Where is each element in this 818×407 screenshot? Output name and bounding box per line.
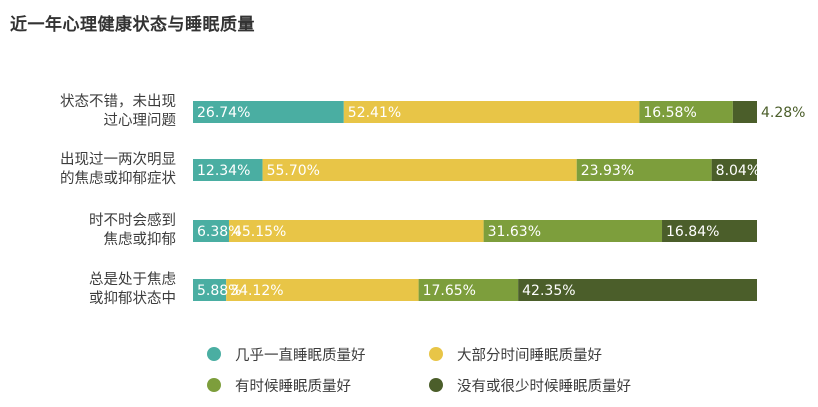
value-label: 26.74% <box>197 105 250 121</box>
bar-segment <box>639 101 733 123</box>
category-label-line: 出现过一两次明显 <box>60 152 176 168</box>
value-label: 16.58% <box>643 105 696 121</box>
value-label: 23.93% <box>581 163 634 179</box>
category-label-line: 或抑郁状态中 <box>89 291 176 307</box>
category-label-line: 过心理问题 <box>103 113 177 129</box>
bar-segment <box>228 220 484 242</box>
legend-label: 有时候睡眠质量好 <box>235 378 351 395</box>
bar-segment <box>262 159 577 181</box>
category-label-line: 焦虑或抑郁 <box>103 232 177 248</box>
legend-swatch <box>429 347 443 361</box>
value-label: 8.04% <box>716 163 760 179</box>
category-label-line: 状态不错，未出现 <box>60 94 176 110</box>
value-label: 31.63% <box>488 224 541 240</box>
legend-label: 没有或很少时候睡眠质量好 <box>457 378 631 395</box>
bar-segment <box>343 101 640 123</box>
bar-segment <box>483 220 663 242</box>
value-label: 4.28% <box>761 105 805 121</box>
bar-segment <box>226 279 419 301</box>
legend-item: 有时候睡眠质量好 <box>207 374 351 396</box>
value-label: 6.38% <box>197 224 241 240</box>
value-label: 52.41% <box>348 105 401 121</box>
bar-segment <box>732 101 757 123</box>
bar-segment <box>711 159 757 181</box>
category-label: 总是处于焦虑 或抑郁状态中 <box>4 271 176 309</box>
value-label: 12.34% <box>197 163 250 179</box>
category-label: 状态不错，未出现过心理问题 <box>4 93 176 131</box>
legend-swatch <box>207 378 221 392</box>
bar-segment <box>193 159 263 181</box>
category-label-line: 总是处于焦虑 <box>89 272 176 288</box>
bar-segment <box>193 279 227 301</box>
category-label: 时不时会感到焦虑或抑郁 <box>4 212 176 250</box>
value-label: 5.88% <box>197 283 241 299</box>
bar-segment <box>662 220 757 242</box>
category-label: 出现过一两次明显 的焦虑或抑郁症状 <box>4 151 176 189</box>
value-label: 17.65% <box>423 283 476 299</box>
legend-item: 没有或很少时候睡眠质量好 <box>429 374 631 396</box>
legend-swatch <box>207 347 221 361</box>
bar-segment <box>418 279 519 301</box>
value-label: 42.35% <box>522 283 575 299</box>
category-label-line: 的焦虑或抑郁症状 <box>60 171 176 187</box>
legend-label: 大部分时间睡眠质量好 <box>457 347 602 364</box>
legend-item: 几乎一直睡眠质量好 <box>207 343 366 365</box>
bar-segment <box>193 220 229 242</box>
legend-item: 大部分时间睡眠质量好 <box>429 343 602 365</box>
bar-segment <box>193 101 344 123</box>
legend-label: 几乎一直睡眠质量好 <box>235 347 366 364</box>
legend-swatch <box>429 378 443 392</box>
category-label-line: 时不时会感到 <box>89 213 176 229</box>
value-label: 55.70% <box>267 163 320 179</box>
value-label: 34.12% <box>230 283 283 299</box>
value-label: 16.84% <box>666 224 719 240</box>
bar-segment <box>518 279 757 301</box>
chart-title: 近一年心理健康状态与睡眠质量 <box>10 15 255 35</box>
bar-segment <box>576 159 712 181</box>
value-label: 45.15% <box>233 224 286 240</box>
